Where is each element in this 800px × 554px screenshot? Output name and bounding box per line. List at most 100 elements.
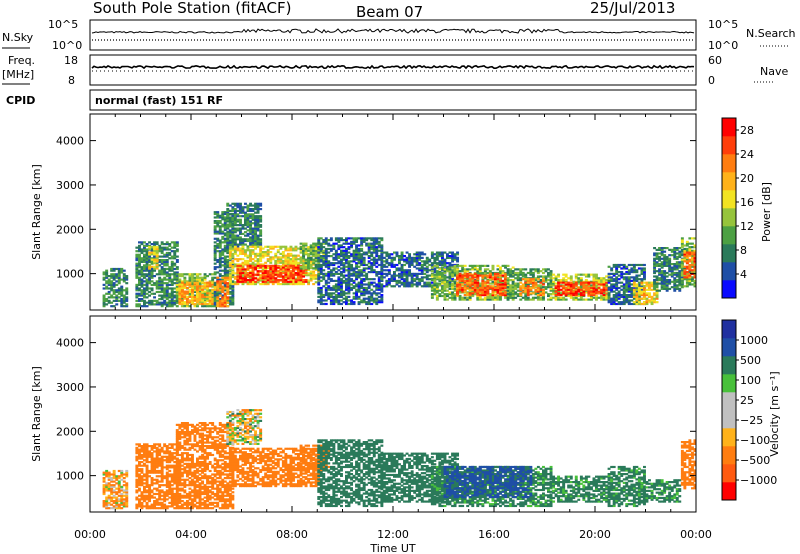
echo-cell — [163, 259, 167, 262]
echo-cell — [276, 280, 280, 283]
echo-cell — [241, 209, 245, 212]
echo-cell — [478, 282, 482, 285]
echo-cell — [562, 277, 566, 280]
echo-cell — [264, 268, 268, 271]
echo-cell — [403, 260, 407, 263]
echo-cell — [592, 273, 596, 276]
echo-cell — [425, 258, 429, 261]
echo-cell — [266, 264, 270, 267]
echo-cell — [509, 296, 513, 299]
echo-cell — [281, 265, 285, 268]
echo-cell — [362, 263, 366, 267]
echo-cell — [236, 204, 240, 207]
echo-cell — [246, 261, 250, 264]
echo-cell — [221, 301, 225, 304]
echo-cell — [228, 292, 232, 295]
echo-cell — [206, 281, 210, 284]
echo-cell — [582, 286, 586, 290]
echo-cell — [627, 285, 631, 288]
echo-cell — [236, 229, 240, 232]
echo-cell — [458, 270, 462, 273]
echo-cell — [236, 249, 240, 252]
echo-cell — [398, 262, 401, 265]
echo-cell — [259, 224, 263, 227]
echo-cell — [448, 251, 452, 254]
echo-cell — [630, 263, 634, 267]
echo-cell — [254, 224, 258, 227]
echo-cell — [375, 247, 379, 251]
echo-cell — [261, 268, 265, 271]
echo-cell — [372, 297, 376, 300]
echo-cell — [342, 256, 346, 259]
echo-cell — [317, 260, 321, 263]
echo-cell — [251, 252, 255, 255]
echo-cell — [615, 294, 619, 297]
echo-cell — [165, 301, 169, 304]
echo-cell — [249, 227, 253, 230]
echo-cell — [120, 269, 124, 272]
echo-region-2 — [148, 246, 159, 270]
echo-cell — [468, 279, 472, 282]
echo-cell — [218, 259, 222, 262]
echo-cell — [218, 303, 222, 306]
echo-cell — [640, 272, 644, 275]
echo-cell — [640, 267, 644, 270]
echo-cell — [461, 268, 465, 271]
echo-cell — [496, 278, 500, 281]
echo-cell — [400, 267, 404, 270]
echo-cell — [292, 259, 295, 263]
echo-cell — [441, 268, 444, 271]
echo-cell — [526, 292, 530, 295]
echo-cell — [223, 292, 227, 295]
echo-cell — [286, 283, 290, 286]
echo-cell — [153, 258, 157, 261]
echo-cell — [365, 283, 369, 286]
echo-cell — [183, 295, 187, 298]
echo-cell — [352, 253, 356, 256]
echo-cell — [590, 292, 593, 295]
echo-cell — [170, 255, 174, 258]
echo-cell — [289, 259, 293, 263]
echo-cell — [443, 284, 447, 287]
echo-cell — [143, 287, 146, 290]
echo-cell — [213, 250, 217, 253]
echo-cell — [393, 272, 396, 275]
nave-tick-low: 0 — [708, 74, 715, 87]
echo-cell — [362, 269, 366, 272]
echo-cell — [324, 247, 328, 251]
echo-cell — [471, 266, 475, 269]
echo-cell — [385, 285, 389, 288]
echo-cell — [415, 253, 419, 256]
echo-cell — [610, 285, 614, 288]
echo-cell — [163, 278, 167, 281]
echo-cell — [216, 259, 220, 262]
echo-cell — [135, 292, 139, 295]
echo-cell — [153, 299, 157, 302]
echo-cell — [256, 243, 260, 246]
echo-cell — [261, 251, 265, 254]
echo-cell — [637, 274, 641, 277]
echo-cell — [362, 253, 366, 256]
echo-cell — [155, 282, 159, 285]
echo-cell — [367, 247, 371, 251]
echo-cell — [256, 279, 260, 282]
echo-cell — [228, 223, 232, 226]
echo-cell — [494, 272, 497, 275]
echo-cell — [160, 251, 164, 255]
echo-cell — [236, 215, 240, 218]
echo-cell — [213, 303, 217, 306]
echo-cell — [259, 204, 263, 207]
echo-cell — [332, 242, 336, 245]
echo-cell — [284, 279, 288, 282]
echo-cell — [625, 272, 629, 275]
echo-cell — [360, 240, 364, 243]
echo-cell — [360, 255, 364, 258]
echo-cell — [213, 292, 217, 295]
echo-cell — [347, 247, 351, 251]
echo-cell — [360, 262, 364, 265]
echo-cell — [340, 271, 343, 274]
echo-cell — [193, 302, 197, 306]
echo-cell — [211, 301, 215, 304]
echo-cell — [125, 289, 129, 292]
echo-cell — [443, 298, 447, 301]
